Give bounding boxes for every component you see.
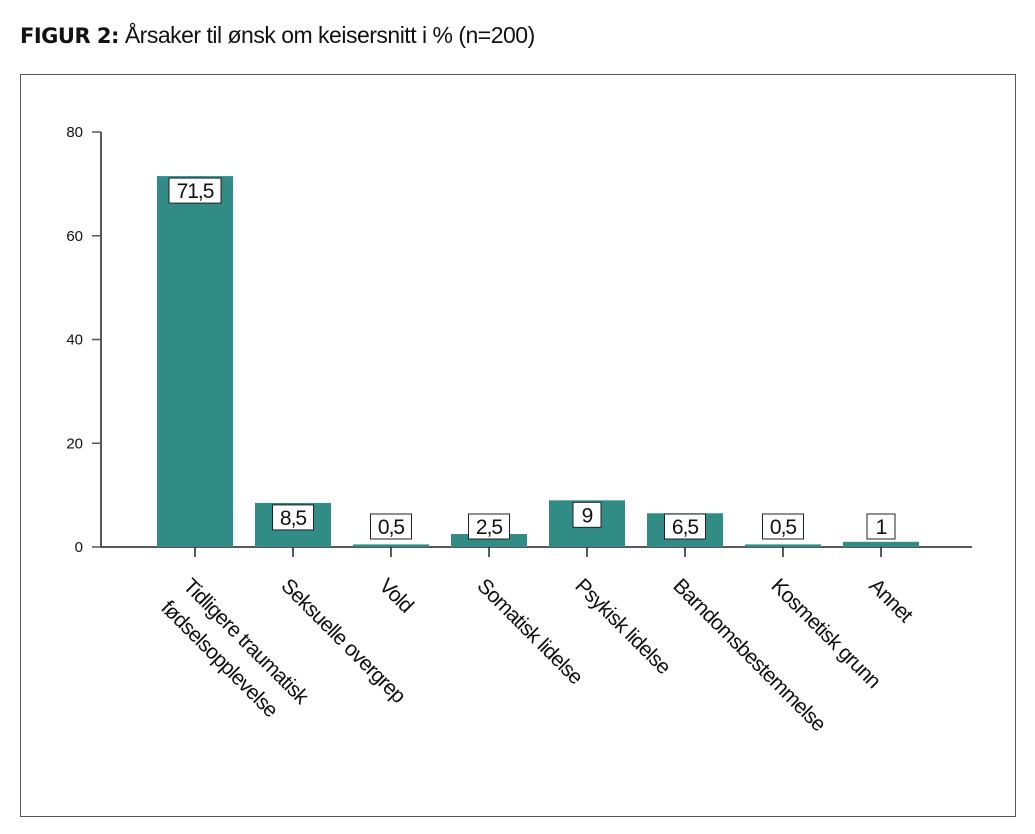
x-category-label: Psykisk lidelse — [570, 574, 674, 678]
data-label-box — [168, 177, 222, 204]
data-label-box — [370, 513, 412, 540]
bar — [157, 176, 233, 547]
data-label-box — [664, 513, 706, 540]
data-label: 6,5 — [672, 516, 699, 539]
x-category-label: Somatisk lidelse — [472, 574, 587, 689]
chart-title: FIGUR 2: Årsaker til ønsk om keisersnitt… — [20, 22, 535, 49]
data-label: 0,5 — [770, 516, 797, 539]
data-label-box — [762, 513, 804, 540]
y-tick-label: 40 — [66, 332, 83, 349]
data-label: 9 — [582, 504, 593, 527]
x-category-label: Vold — [374, 574, 417, 617]
y-tick-label: 20 — [66, 435, 83, 452]
data-label: 2,5 — [476, 516, 503, 539]
y-tick-label: 80 — [66, 124, 83, 141]
data-label: 1 — [876, 516, 887, 539]
y-tick-label: 0 — [75, 539, 83, 556]
y-tick-label: 60 — [66, 228, 83, 245]
data-label: 71,5 — [177, 180, 214, 203]
data-label-box — [272, 504, 314, 531]
figure-number: FIGUR 2: — [20, 24, 119, 48]
title-text: Årsaker til ønsk om keisersnitt i % (n=2… — [124, 22, 535, 48]
bar — [843, 541, 919, 547]
chart-frame — [20, 74, 1016, 817]
data-label-box — [468, 513, 510, 540]
data-label: 8,5 — [280, 507, 307, 530]
x-category-label: Annet — [864, 574, 917, 627]
bar — [353, 544, 429, 547]
data-label-box — [866, 513, 896, 540]
data-label-box — [572, 501, 602, 528]
bar — [745, 544, 821, 547]
data-label: 0,5 — [378, 516, 405, 539]
